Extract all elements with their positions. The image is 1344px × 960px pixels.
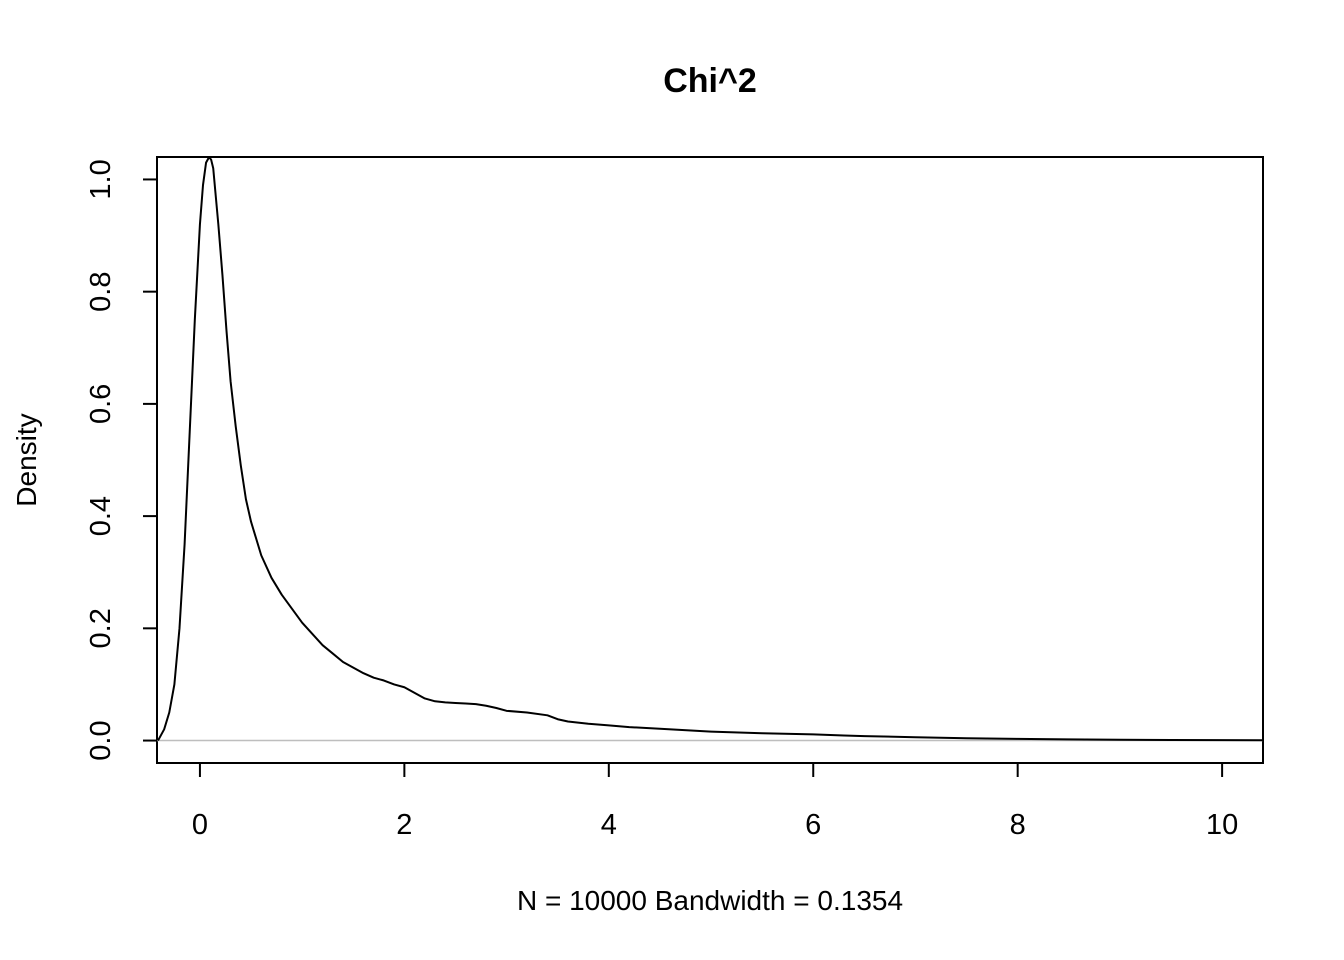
x-tick-label: 2 bbox=[396, 809, 412, 841]
y-tick-label: 0.0 bbox=[85, 720, 117, 760]
y-axis-ticks: 0.0 0.2 0.4 0.6 0.8 1.0 bbox=[85, 159, 157, 761]
x-axis-ticks: 0 2 4 6 8 10 bbox=[192, 763, 1238, 841]
x-axis-label: N = 10000 Bandwidth = 0.1354 bbox=[517, 885, 903, 916]
chart-title: Chi^2 bbox=[663, 62, 757, 100]
x-tick-label: 6 bbox=[805, 809, 821, 841]
y-tick-label: 0.6 bbox=[85, 384, 117, 424]
y-tick-label: 0.8 bbox=[85, 272, 117, 312]
x-tick-label: 8 bbox=[1010, 809, 1026, 841]
x-tick-label: 10 bbox=[1206, 809, 1238, 841]
y-tick-label: 1.0 bbox=[85, 159, 117, 199]
y-tick-label: 0.4 bbox=[85, 496, 117, 536]
density-curve bbox=[157, 156, 1264, 742]
plot-frame bbox=[156, 156, 1264, 764]
x-tick-label: 4 bbox=[601, 809, 617, 841]
y-tick-label: 0.2 bbox=[85, 608, 117, 648]
x-tick-label: 0 bbox=[192, 809, 208, 841]
y-axis-label: Density bbox=[11, 413, 42, 506]
